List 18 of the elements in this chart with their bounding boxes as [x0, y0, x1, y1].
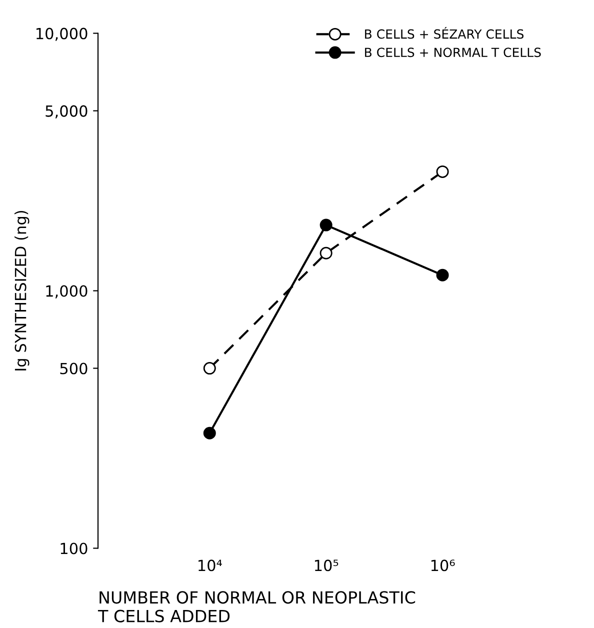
point	[320, 246, 332, 260]
legend-label: B CELLS + NORMAL T CELLS	[365, 48, 541, 58]
y-tick-label: 100	[60, 542, 88, 554]
point	[203, 426, 216, 440]
y-axis-title: Ig SYNTHESIZED (ng)	[14, 210, 30, 370]
x-axis-title: NUMBER OF NORMAL OR NEOPLASTIC T CELLS ADDED	[98, 591, 416, 622]
point	[320, 218, 332, 232]
point	[436, 165, 449, 178]
x-tick-label: 10⁶	[431, 560, 455, 572]
y-tick-label: 1,000	[46, 285, 88, 298]
x-tick-label: 10⁵	[314, 560, 338, 572]
legend-label: B CELLS + SÉZARY CELLS	[365, 27, 524, 39]
point	[203, 362, 216, 375]
y-tick-label: 10,000	[36, 28, 88, 41]
y-tick-label: 500	[60, 362, 88, 374]
x-tick-label: 10⁴	[198, 560, 222, 572]
y-tick-label: 5,000	[46, 105, 88, 118]
point	[436, 268, 449, 282]
